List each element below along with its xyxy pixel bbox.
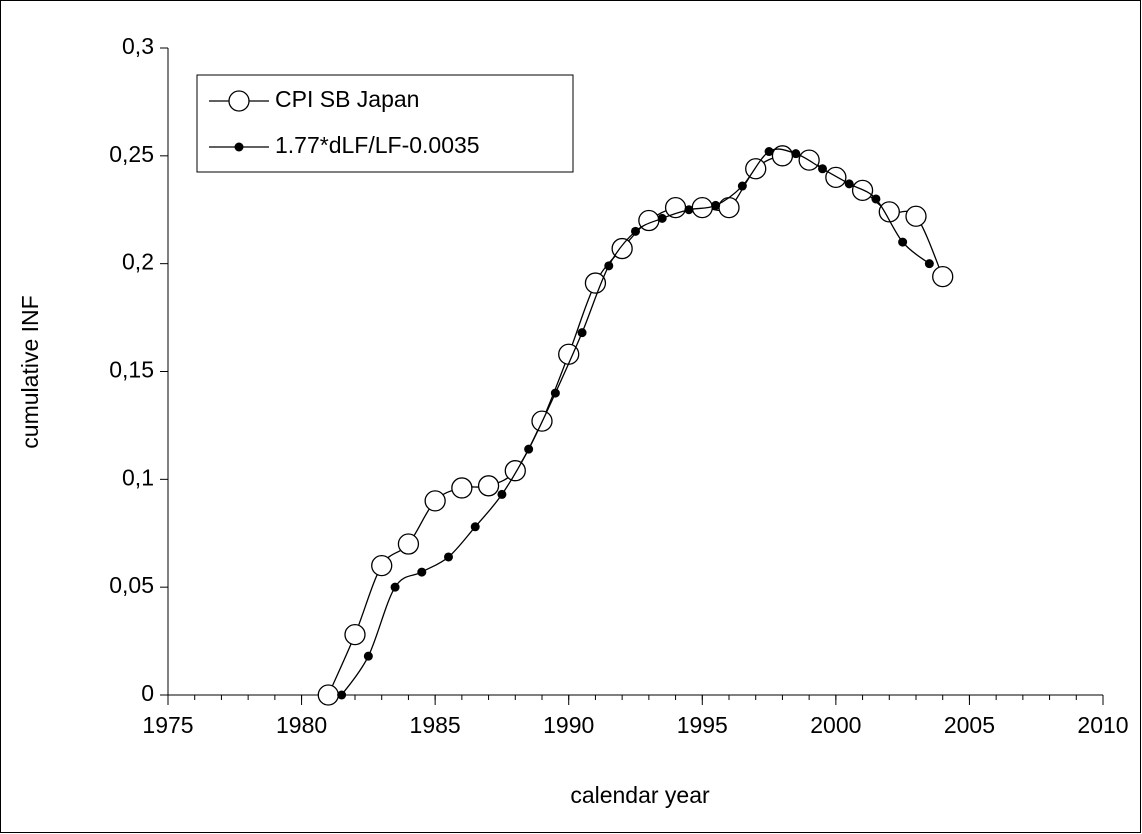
data-point: [417, 567, 427, 577]
data-point: [451, 477, 473, 499]
data-point: [504, 460, 526, 482]
x-tick-label: 1990: [543, 712, 594, 738]
data-point: [317, 684, 339, 706]
x-tick-label: 2005: [944, 712, 995, 738]
y-tick-label: 0,2: [122, 249, 154, 275]
data-point: [344, 623, 366, 646]
data-point: [477, 475, 500, 497]
legend-label: 1.77*dLF/LF-0.0035: [275, 132, 480, 158]
data-point: [584, 272, 607, 294]
y-tick-label: 0,15: [109, 357, 154, 383]
data-point: [905, 205, 927, 227]
data-point: [737, 181, 747, 191]
data-point: [764, 147, 774, 157]
data-point: [664, 196, 687, 219]
data-point: [611, 237, 633, 260]
data-point: [718, 196, 740, 219]
y-tick-label: 0,3: [122, 33, 154, 59]
data-point: [337, 690, 347, 700]
data-point: [878, 201, 900, 223]
x-tick-label: 1980: [276, 712, 327, 738]
data-point: [397, 533, 420, 555]
data-point: [924, 259, 934, 269]
data-point: [577, 328, 587, 338]
data-point: [745, 158, 767, 180]
data-point: [524, 444, 534, 454]
data-point: [444, 552, 453, 562]
data-point: [631, 226, 640, 236]
data-point: [684, 205, 694, 215]
data-point: [657, 213, 667, 223]
y-tick-label: 0,1: [122, 464, 154, 490]
legend-marker: [228, 90, 250, 112]
data-point: [791, 149, 801, 159]
data-point: [844, 179, 854, 189]
data-point: [898, 237, 908, 247]
data-point: [363, 651, 373, 661]
data-point: [825, 166, 847, 189]
x-tick-label: 2000: [810, 712, 861, 738]
legend-box: [196, 74, 574, 173]
x-tick-label: 1975: [142, 712, 193, 738]
legend-label: CPI SB Japan: [275, 86, 419, 112]
y-axis-label: cumulative INF: [17, 295, 43, 448]
data-point: [932, 265, 954, 288]
x-axis-label: calendar year: [570, 782, 710, 808]
data-point: [550, 388, 560, 398]
data-point: [371, 554, 393, 577]
x-tick-label: 1985: [410, 712, 461, 738]
data-point: [871, 194, 881, 204]
data-point: [470, 522, 480, 532]
y-tick-label: 0,25: [109, 141, 154, 167]
legend-marker: [234, 142, 244, 152]
x-tick-label: 2010: [1077, 712, 1128, 738]
y-tick-label: 0: [141, 680, 154, 706]
data-point: [711, 200, 721, 210]
data-point: [390, 582, 400, 592]
data-point: [818, 164, 827, 174]
x-tick-label: 1995: [677, 712, 728, 738]
y-tick-label: 0,05: [109, 572, 154, 598]
data-point: [497, 489, 507, 499]
data-point: [604, 261, 614, 271]
data-point: [424, 490, 446, 512]
